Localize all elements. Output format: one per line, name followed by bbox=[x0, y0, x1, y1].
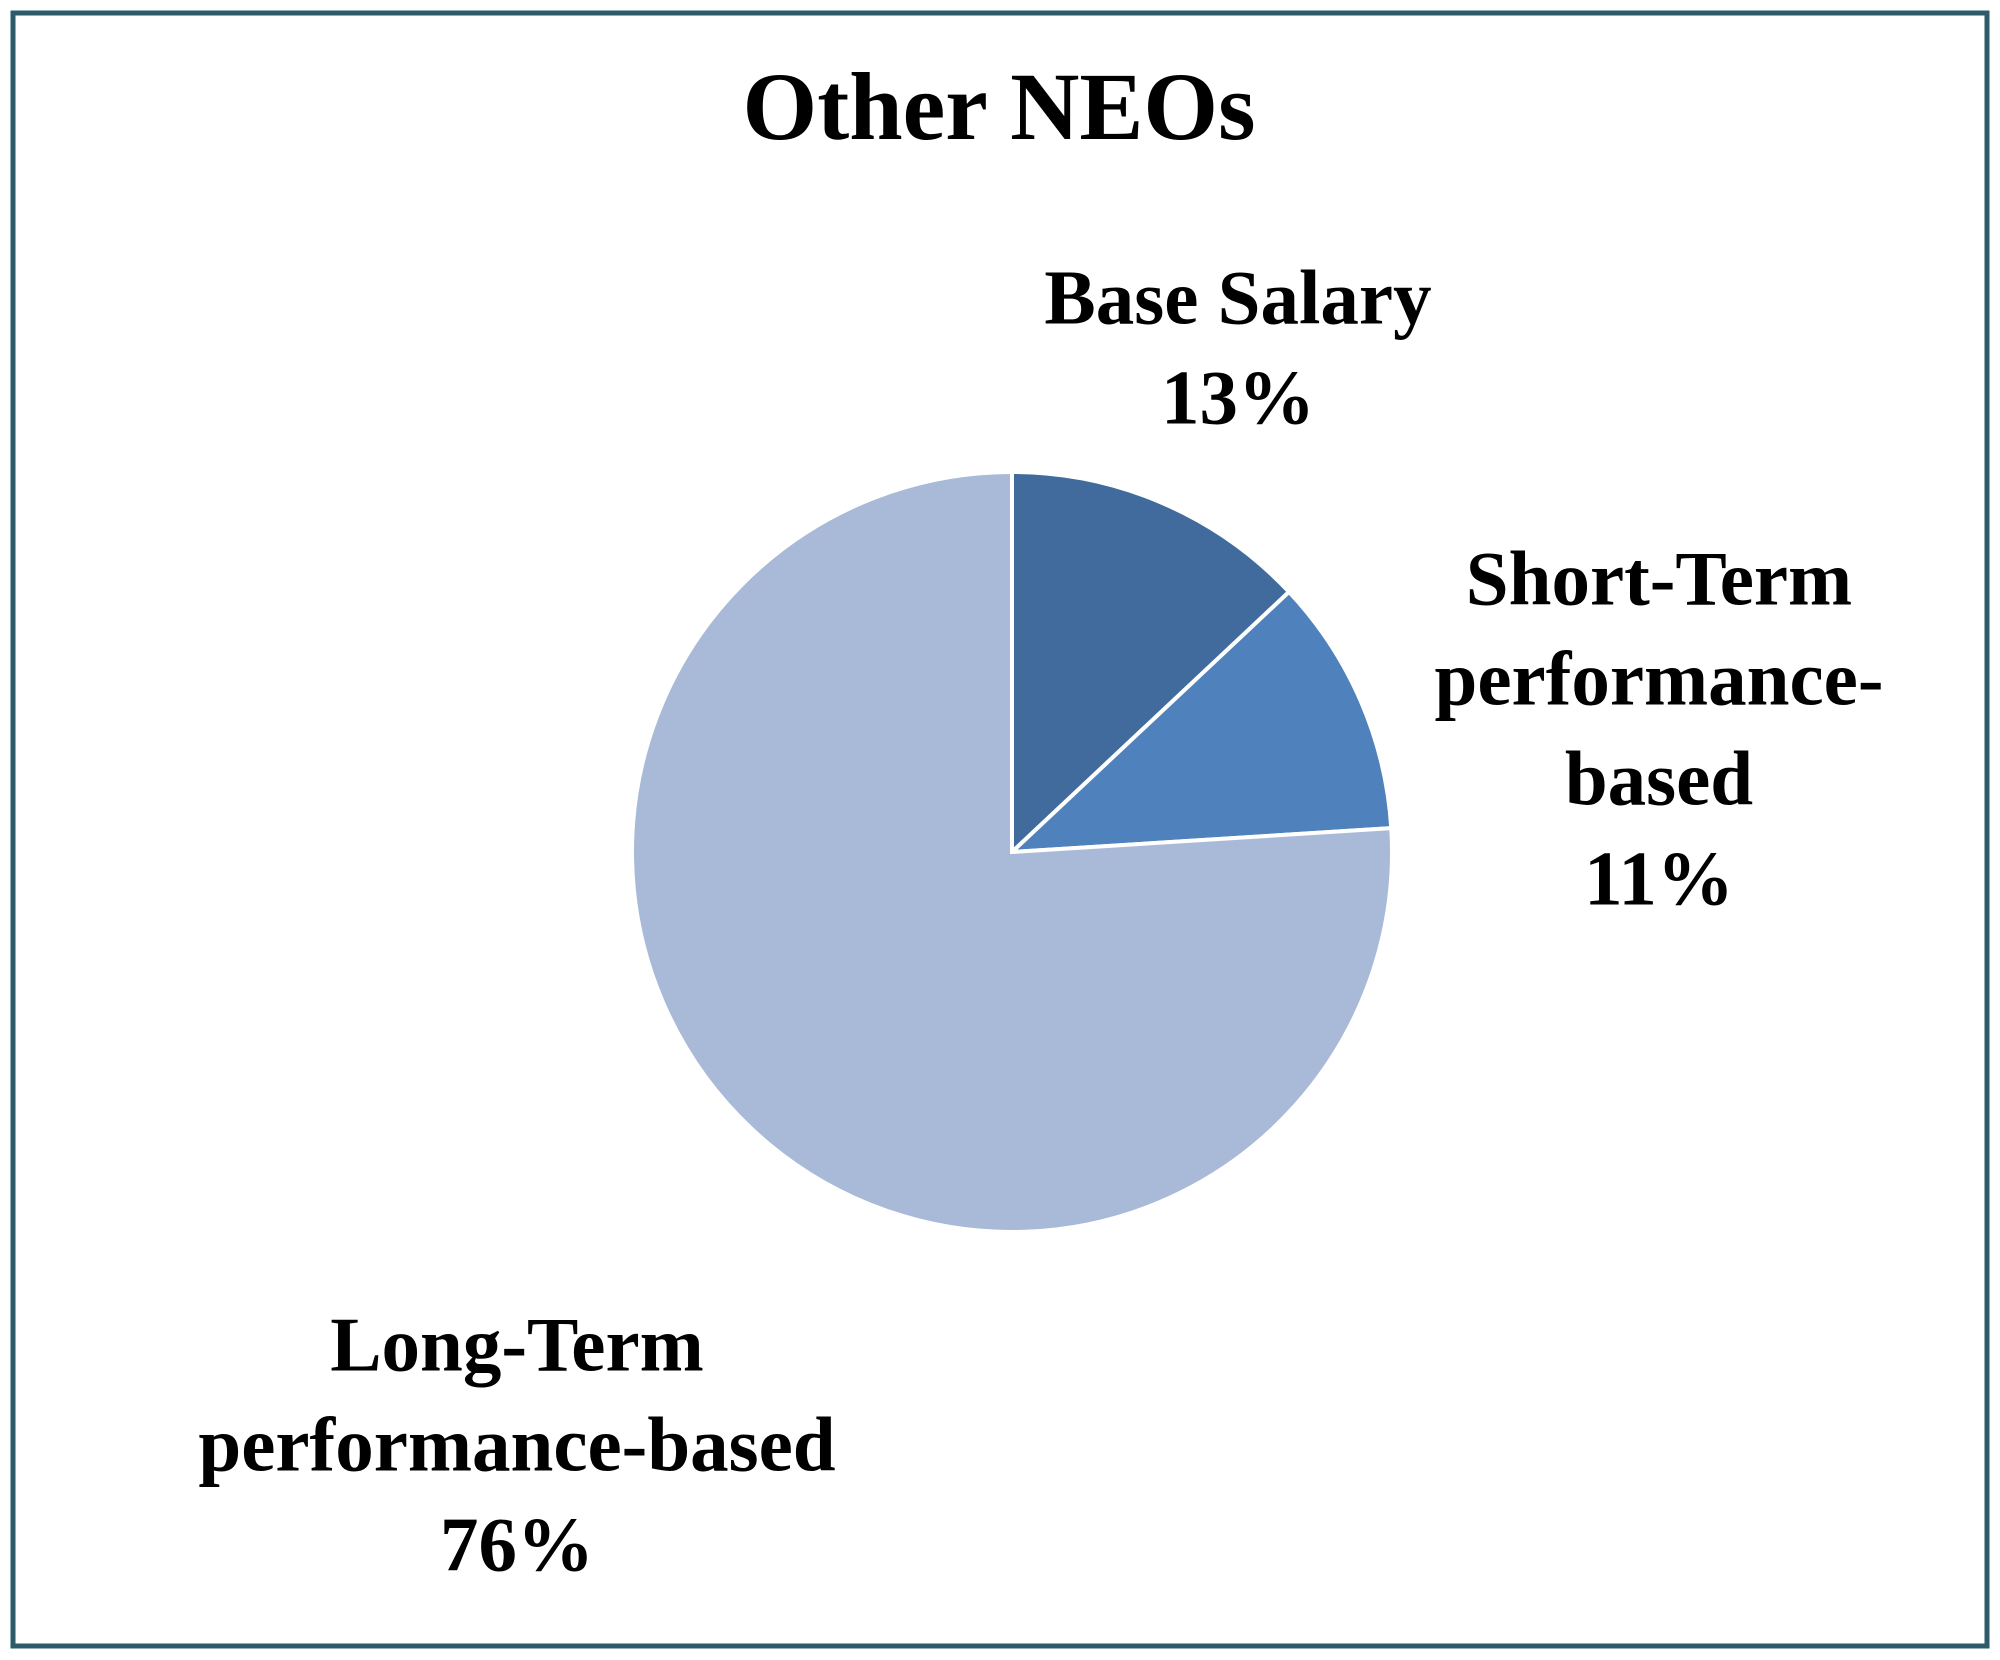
slice-label: based bbox=[1565, 736, 1753, 822]
pie-slice bbox=[1010, 469, 1292, 857]
slice-label: Long-Term bbox=[330, 1302, 704, 1388]
pie-slice bbox=[630, 469, 1394, 1234]
slice-label: Short-Term bbox=[1466, 536, 1852, 622]
slice-label: performance- bbox=[1435, 636, 1884, 722]
slice-value-label: 13% bbox=[1161, 355, 1315, 441]
slice-value-label: 76% bbox=[440, 1502, 594, 1588]
slice-label: performance-based bbox=[198, 1402, 835, 1488]
slice-label: Base Salary bbox=[1044, 255, 1431, 341]
chart-title: Other NEOs bbox=[743, 53, 1256, 160]
slice-value-label: 11% bbox=[1584, 836, 1734, 922]
pie-slice bbox=[1006, 589, 1394, 855]
